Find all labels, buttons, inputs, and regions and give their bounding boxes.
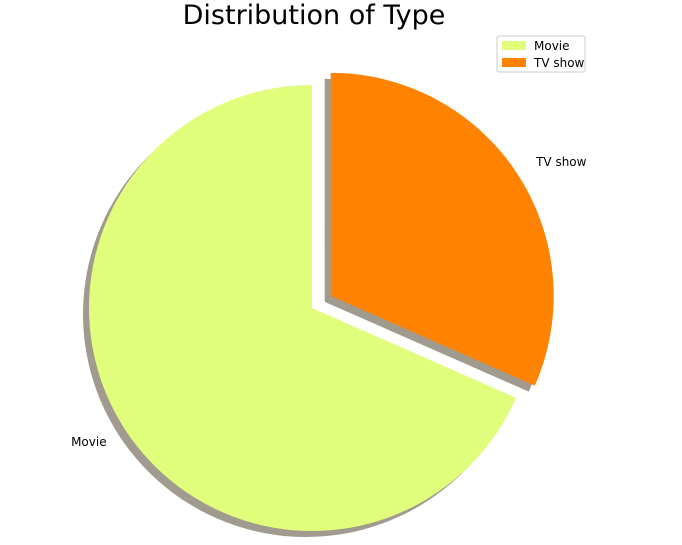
legend: Movie TV show [496, 35, 586, 73]
legend-label-movie: Movie [534, 39, 570, 53]
slice-label-tv-show: TV show [535, 155, 587, 169]
chart-title: Distribution of Type [183, 0, 446, 31]
pie-slice-tv-show [330, 72, 554, 386]
slice-labels: Movie TV show [71, 155, 587, 449]
pie-slices [89, 72, 554, 531]
legend-swatch-tv-show [502, 58, 526, 67]
legend-swatch-movie [502, 41, 526, 50]
legend-label-tv-show: TV show [533, 56, 585, 70]
pie-slice-movie [89, 85, 517, 531]
slice-label-movie: Movie [71, 435, 107, 449]
